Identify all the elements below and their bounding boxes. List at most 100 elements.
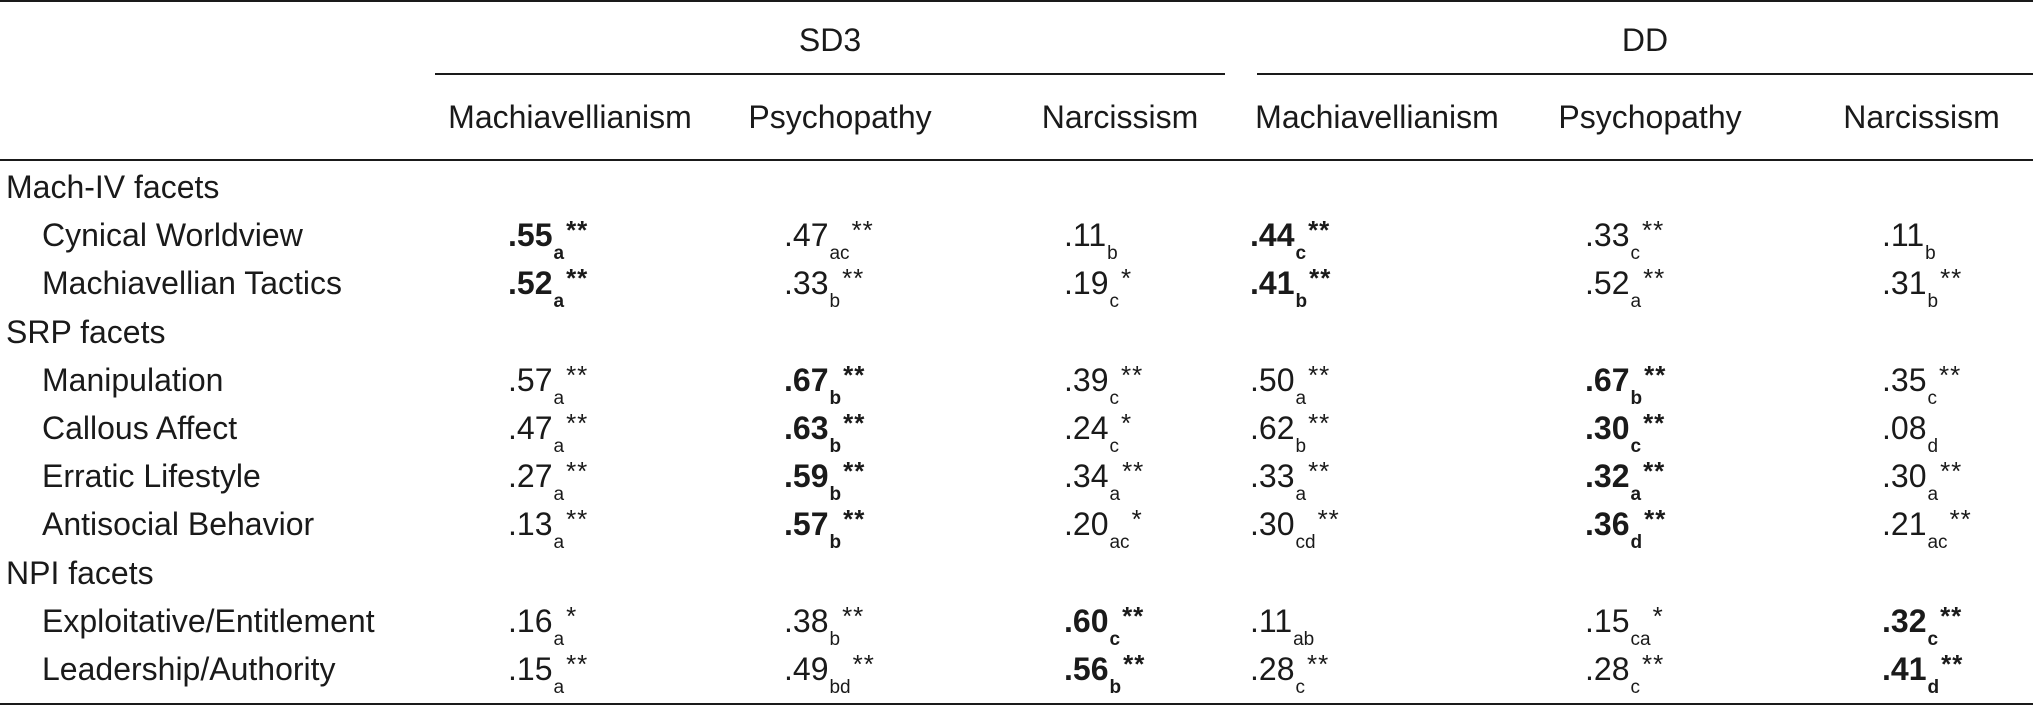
- group-rule-sd3: [435, 73, 1225, 75]
- row-label: Antisocial Behavior: [42, 506, 315, 543]
- cell-value: .24: [1064, 410, 1109, 446]
- significance-marker: **: [1122, 600, 1145, 631]
- significance-marker: **: [1641, 215, 1665, 246]
- cell-value: .52: [508, 265, 553, 302]
- cell-subscript: a: [553, 291, 565, 313]
- column-header-dd-machiavellianism: Machiavellianism: [1255, 99, 1499, 135]
- cell-subscript: ac: [829, 243, 850, 265]
- cell-value: .13: [508, 506, 553, 543]
- significance-marker: **: [1308, 408, 1331, 438]
- cell-subscript: b: [829, 291, 841, 313]
- table-cell: .32c**: [1882, 600, 1963, 649]
- table-cell: .41b**: [1250, 265, 1331, 311]
- significance-marker: **: [843, 504, 866, 535]
- header-bottom-rule: [0, 159, 2033, 161]
- cell-value: .15: [508, 651, 553, 687]
- cell-subscript: a: [1927, 484, 1939, 506]
- cell-value: .67: [784, 361, 829, 398]
- significance-marker: **: [1308, 456, 1331, 487]
- cell-subscript: a: [1630, 484, 1642, 506]
- significance-marker: **: [566, 359, 589, 390]
- cell-subscript: ac: [1109, 532, 1130, 554]
- table-cell: .32a**: [1585, 458, 1665, 504]
- table-cell: .36d**: [1585, 506, 1666, 552]
- table-cell: .44c**: [1250, 215, 1331, 263]
- cell-subscript: a: [1630, 291, 1642, 313]
- significance-marker: **: [1941, 649, 1964, 679]
- cell-subscript: d: [1630, 532, 1643, 554]
- table-cell: .30cd**: [1250, 504, 1340, 552]
- row-label: Callous Affect: [42, 410, 238, 446]
- row-label: Erratic Lifestyle: [42, 458, 261, 495]
- significance-marker: **: [1938, 359, 1962, 390]
- cell-value: .16: [508, 602, 553, 639]
- cell-subscript: b: [1630, 387, 1643, 409]
- cell-subscript: a: [553, 484, 565, 506]
- cell-value: .52: [1585, 265, 1630, 302]
- table-cell: .55a**: [508, 217, 588, 263]
- cell-value: .38: [784, 602, 829, 639]
- table-cell: .47ac**: [784, 217, 874, 263]
- table-cell: .49bd**: [784, 649, 875, 697]
- row-label: Cynical Worldview: [42, 217, 303, 254]
- section-header: SRP facets: [6, 313, 166, 350]
- significance-marker: *: [1120, 408, 1133, 438]
- table-cell: .33c**: [1585, 215, 1665, 263]
- cell-subscript: b: [1295, 436, 1307, 457]
- table-cell: .35c**: [1882, 359, 1962, 408]
- table-cell: .60c**: [1064, 600, 1145, 649]
- cell-subscript: b: [1927, 291, 1939, 313]
- cell-subscript: c: [1109, 436, 1119, 457]
- table-cell: .67b**: [1585, 362, 1666, 408]
- table-bottom-rule: [0, 703, 2033, 705]
- cell-value: .28: [1585, 651, 1630, 687]
- significance-marker: **: [842, 600, 865, 631]
- significance-marker: **: [852, 649, 875, 679]
- cell-subscript: b: [829, 484, 842, 506]
- section-header: NPI facets: [6, 554, 154, 591]
- cell-subscript: a: [1295, 387, 1307, 409]
- cell-value: .31: [1882, 265, 1927, 302]
- table-cell: .30c**: [1585, 408, 1666, 456]
- cell-subscript: b: [829, 387, 842, 409]
- significance-marker: **: [1641, 649, 1665, 679]
- cell-subscript: ab: [1293, 628, 1315, 650]
- cell-value: .15: [1585, 602, 1630, 639]
- significance-marker: **: [566, 649, 589, 679]
- cell-subscript: d: [1927, 677, 1940, 698]
- cell-value: .21: [1882, 506, 1927, 543]
- table-cell: .38b**: [784, 600, 865, 649]
- cell-value: .57: [784, 506, 829, 543]
- column-header-sd3-machiavellianism: Machiavellianism: [448, 99, 692, 135]
- significance-marker: **: [1308, 215, 1331, 246]
- cell-value: .39: [1064, 361, 1109, 398]
- cell-subscript: bd: [829, 677, 851, 698]
- significance-marker: **: [843, 359, 866, 390]
- cell-subscript: c: [1630, 243, 1640, 265]
- cell-value: .30: [1250, 506, 1295, 543]
- cell-value: .41: [1250, 265, 1295, 302]
- cell-value: .57: [508, 361, 553, 398]
- table-cell: .33b**: [784, 265, 864, 311]
- significance-marker: **: [1120, 359, 1144, 390]
- group-rule-dd: [1257, 73, 2033, 75]
- significance-marker: **: [1317, 504, 1340, 535]
- cell-subscript: b: [1925, 243, 1936, 265]
- cell-value: .20: [1064, 506, 1109, 543]
- table-cell: .15ca*: [1585, 600, 1664, 649]
- table-cell: .52a**: [1585, 265, 1665, 311]
- significance-marker: *: [1652, 600, 1664, 631]
- significance-marker: *: [1120, 263, 1133, 294]
- cell-subscript: a: [553, 243, 565, 265]
- column-header-dd-psychopathy: Psychopathy: [1558, 99, 1742, 135]
- cell-value: .32: [1882, 602, 1927, 639]
- significance-marker: **: [1940, 600, 1963, 631]
- cell-subscript: c: [1109, 387, 1119, 409]
- significance-marker: **: [1122, 456, 1145, 487]
- significance-marker: **: [1643, 408, 1666, 438]
- column-header-sd3-psychopathy: Psychopathy: [748, 99, 932, 135]
- cell-subscript: d: [1927, 436, 1939, 457]
- row-label: Manipulation: [42, 361, 224, 398]
- table-top-rule: [0, 0, 2033, 2]
- table-cell: .08d: [1882, 412, 1938, 456]
